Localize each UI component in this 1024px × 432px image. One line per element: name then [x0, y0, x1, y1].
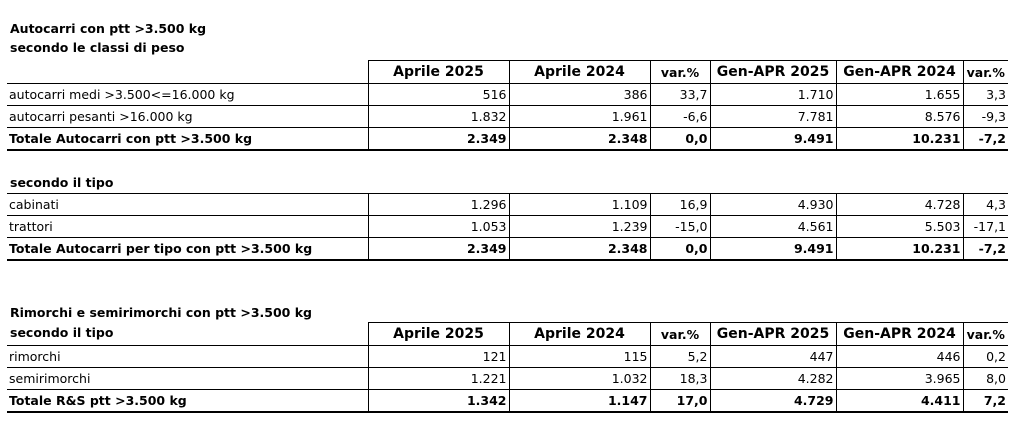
- cell: 446: [835, 345, 964, 368]
- cell: -6,6: [649, 105, 711, 128]
- section1-title: Autocarri con ptt >3.500 kg: [10, 21, 207, 36]
- cell: 8.576: [835, 105, 964, 128]
- cell: 9.491: [709, 237, 837, 261]
- row-label: trattori: [7, 215, 369, 238]
- cell: 121: [367, 345, 510, 368]
- cell: 33,7: [649, 83, 711, 106]
- cell: 4.411: [835, 389, 964, 413]
- row-label: autocarri medi >3.500<=16.000 kg: [7, 83, 369, 106]
- cell: 1.961: [508, 105, 651, 128]
- cell: 1.053: [367, 215, 510, 238]
- cell: 7,2: [962, 389, 1008, 413]
- cell: 10.231: [835, 237, 964, 261]
- cell: 8,0: [962, 367, 1008, 390]
- cell: 447: [709, 345, 837, 368]
- cell: 2.348: [508, 237, 651, 261]
- cell: 2.348: [508, 127, 651, 151]
- cell: 386: [508, 83, 651, 106]
- cell: 2.349: [367, 237, 510, 261]
- table-rimorchi-tipo: Aprile 2025 Aprile 2024 var.% Gen-APR 20…: [7, 322, 1008, 413]
- total-label: Totale R&S ptt >3.500 kg: [7, 389, 369, 413]
- cell: 4.729: [709, 389, 837, 413]
- cell: 18,3: [649, 367, 711, 390]
- header-gen-apr-2025: Gen-APR 2025: [709, 322, 837, 346]
- cell: 0,0: [649, 127, 711, 151]
- table-row: trattori 1.053 1.239 -15,0 4.561 5.503 -…: [7, 215, 1008, 238]
- cell: 0,2: [962, 345, 1008, 368]
- header-blank: [7, 322, 369, 346]
- cell: 3.965: [835, 367, 964, 390]
- total-label: Totale Autocarri per tipo con ptt >3.500…: [7, 237, 369, 261]
- table-autocarri-peso: Aprile 2025 Aprile 2024 var.% Gen-APR 20…: [7, 60, 1008, 151]
- table-row: cabinati 1.296 1.109 16,9 4.930 4.728 4,…: [7, 193, 1008, 216]
- cell: 17,0: [649, 389, 711, 413]
- cell: 115: [508, 345, 651, 368]
- table-row: autocarri medi >3.500<=16.000 kg 516 386…: [7, 83, 1008, 106]
- cell: 1.109: [508, 193, 651, 216]
- cell: 5.503: [835, 215, 964, 238]
- section1-subtitle: secondo le classi di peso: [10, 40, 185, 55]
- cell: 1.832: [367, 105, 510, 128]
- cell: 1.032: [508, 367, 651, 390]
- cell: 2.349: [367, 127, 510, 151]
- cell: 5,2: [649, 345, 711, 368]
- cell: 1.296: [367, 193, 510, 216]
- cell: 3,3: [962, 83, 1008, 106]
- header-blank: [7, 60, 369, 84]
- cell: 4.282: [709, 367, 837, 390]
- table-header-row: Aprile 2025 Aprile 2024 var.% Gen-APR 20…: [7, 60, 1008, 84]
- total-row: Totale Autocarri per tipo con ptt >3.500…: [7, 237, 1008, 261]
- header-gen-apr-2024: Gen-APR 2024: [835, 322, 964, 346]
- cell: 4.561: [709, 215, 837, 238]
- header-var-pct: var.%: [649, 60, 711, 84]
- total-row: Totale Autocarri con ptt >3.500 kg 2.349…: [7, 127, 1008, 151]
- row-label: rimorchi: [7, 345, 369, 368]
- cell: -9,3: [962, 105, 1008, 128]
- cell: 7.781: [709, 105, 837, 128]
- row-label: cabinati: [7, 193, 369, 216]
- cell: 1.710: [709, 83, 837, 106]
- table-header-row: Aprile 2025 Aprile 2024 var.% Gen-APR 20…: [7, 322, 1008, 346]
- cell: 4.930: [709, 193, 837, 216]
- cell: 1.221: [367, 367, 510, 390]
- cell: 10.231: [835, 127, 964, 151]
- cell: 4,3: [962, 193, 1008, 216]
- header-var-pct-ytd: var.%: [962, 60, 1008, 84]
- row-label: semirimorchi: [7, 367, 369, 390]
- cell: 1.239: [508, 215, 651, 238]
- section2-subtitle: secondo il tipo: [10, 175, 114, 190]
- table-autocarri-tipo: cabinati 1.296 1.109 16,9 4.930 4.728 4,…: [7, 193, 1008, 261]
- table-row: autocarri pesanti >16.000 kg 1.832 1.961…: [7, 105, 1008, 128]
- header-var-pct-ytd: var.%: [962, 322, 1008, 346]
- cell: -15,0: [649, 215, 711, 238]
- header-aprile-2025: Aprile 2025: [367, 322, 510, 346]
- total-row: Totale R&S ptt >3.500 kg 1.342 1.147 17,…: [7, 389, 1008, 413]
- header-var-pct: var.%: [649, 322, 711, 346]
- table-row: rimorchi 121 115 5,2 447 446 0,2: [7, 345, 1008, 368]
- header-gen-apr-2024: Gen-APR 2024: [835, 60, 964, 84]
- total-label: Totale Autocarri con ptt >3.500 kg: [7, 127, 369, 151]
- cell: -17,1: [962, 215, 1008, 238]
- header-aprile-2024: Aprile 2024: [508, 322, 651, 346]
- cell: 1.342: [367, 389, 510, 413]
- row-label: autocarri pesanti >16.000 kg: [7, 105, 369, 128]
- cell: 0,0: [649, 237, 711, 261]
- cell: 4.728: [835, 193, 964, 216]
- section3-title: Rimorchi e semirimorchi con ptt >3.500 k…: [10, 305, 312, 320]
- cell: -7,2: [962, 127, 1008, 151]
- table-row: semirimorchi 1.221 1.032 18,3 4.282 3.96…: [7, 367, 1008, 390]
- cell: 1.147: [508, 389, 651, 413]
- header-aprile-2025: Aprile 2025: [367, 60, 510, 84]
- cell: -7,2: [962, 237, 1008, 261]
- cell: 516: [367, 83, 510, 106]
- cell: 1.655: [835, 83, 964, 106]
- header-gen-apr-2025: Gen-APR 2025: [709, 60, 837, 84]
- cell: 16,9: [649, 193, 711, 216]
- cell: 9.491: [709, 127, 837, 151]
- header-aprile-2024: Aprile 2024: [508, 60, 651, 84]
